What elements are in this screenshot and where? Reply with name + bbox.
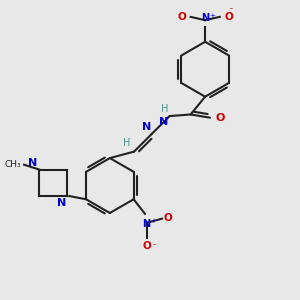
Text: O: O [164,213,173,223]
Text: N: N [142,122,151,132]
Text: +: + [150,218,156,224]
Text: N: N [142,219,151,229]
Text: N: N [28,158,38,168]
Text: O: O [215,113,224,123]
Text: -: - [230,4,233,13]
Text: +: + [209,14,215,20]
Text: H: H [160,104,168,115]
Text: CH₃: CH₃ [5,160,22,169]
Text: O: O [177,12,186,22]
Text: -: - [152,240,155,249]
Text: N: N [159,117,168,127]
Text: N: N [201,13,209,23]
Text: H: H [124,138,131,148]
Text: O: O [142,241,151,250]
Text: N: N [57,198,67,208]
Text: O: O [224,12,233,22]
